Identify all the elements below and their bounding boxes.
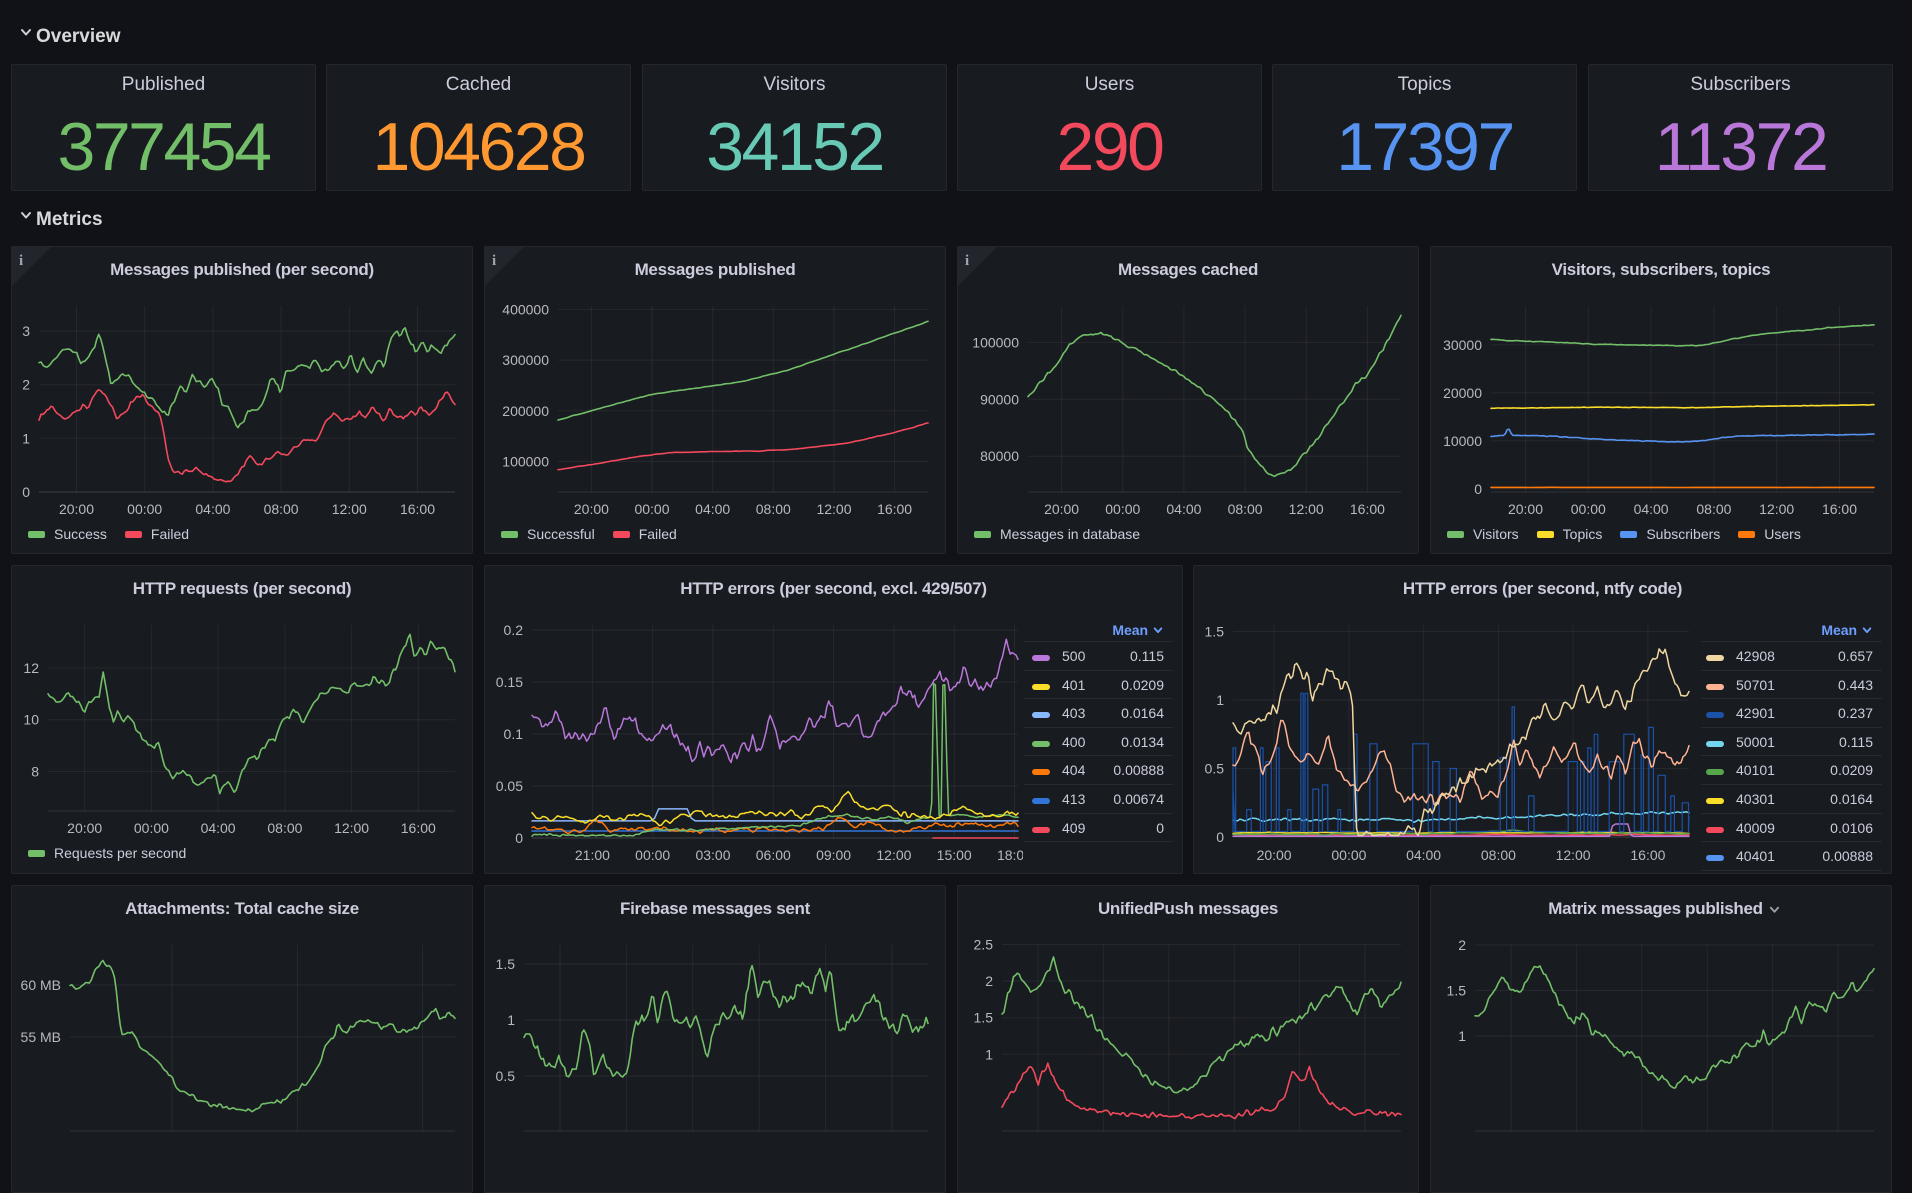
svg-text:20000: 20000: [1443, 385, 1482, 401]
svg-text:00:00: 00:00: [127, 501, 162, 517]
svg-text:0.5: 0.5: [496, 1068, 516, 1084]
svg-text:300000: 300000: [502, 352, 549, 368]
svg-text:1: 1: [1458, 1028, 1466, 1044]
svg-text:0.15: 0.15: [496, 674, 523, 690]
svg-text:04:00: 04:00: [695, 501, 730, 517]
svg-text:1.5: 1.5: [496, 956, 516, 972]
svg-text:100000: 100000: [972, 334, 1019, 350]
svg-text:09:00: 09:00: [816, 847, 851, 863]
svg-text:08:00: 08:00: [1481, 847, 1516, 863]
svg-text:1.5: 1.5: [1447, 983, 1467, 999]
svg-text:08:00: 08:00: [267, 820, 302, 836]
svg-text:0: 0: [1216, 829, 1224, 845]
svg-text:400000: 400000: [502, 301, 549, 317]
svg-text:04:00: 04:00: [195, 501, 230, 517]
svg-text:1: 1: [1216, 692, 1224, 708]
svg-text:20:00: 20:00: [1044, 501, 1079, 517]
svg-text:1: 1: [985, 1046, 993, 1062]
svg-text:10000: 10000: [1443, 433, 1482, 449]
svg-text:20:00: 20:00: [1257, 847, 1292, 863]
svg-text:12:00: 12:00: [334, 820, 369, 836]
svg-text:30000: 30000: [1443, 337, 1482, 353]
svg-text:2: 2: [985, 973, 993, 989]
svg-text:2: 2: [1458, 937, 1466, 953]
svg-text:0.2: 0.2: [504, 622, 524, 638]
svg-text:06:00: 06:00: [756, 847, 791, 863]
svg-text:0.05: 0.05: [496, 778, 523, 794]
svg-text:20:00: 20:00: [59, 501, 94, 517]
svg-text:80000: 80000: [980, 448, 1019, 464]
svg-text:12:00: 12:00: [1289, 501, 1324, 517]
svg-text:12:00: 12:00: [1556, 847, 1591, 863]
svg-text:04:00: 04:00: [1406, 847, 1441, 863]
svg-text:16:00: 16:00: [1350, 501, 1385, 517]
svg-text:08:00: 08:00: [756, 501, 791, 517]
svg-text:00:00: 00:00: [635, 847, 670, 863]
svg-text:12:00: 12:00: [816, 501, 851, 517]
svg-text:0: 0: [1474, 481, 1482, 497]
svg-text:04:00: 04:00: [1634, 501, 1669, 517]
svg-text:12:00: 12:00: [332, 501, 367, 517]
svg-text:16:00: 16:00: [401, 820, 436, 836]
svg-text:3: 3: [22, 323, 30, 339]
svg-text:1.5: 1.5: [974, 1010, 994, 1026]
svg-text:03:00: 03:00: [695, 847, 730, 863]
svg-text:20:00: 20:00: [1508, 501, 1543, 517]
svg-text:0: 0: [515, 830, 523, 846]
svg-text:08:00: 08:00: [264, 501, 299, 517]
svg-text:20:00: 20:00: [67, 820, 102, 836]
svg-text:00:00: 00:00: [1571, 501, 1606, 517]
svg-text:1: 1: [22, 430, 30, 446]
svg-text:0: 0: [22, 484, 30, 500]
svg-text:16:00: 16:00: [877, 501, 912, 517]
svg-text:20:00: 20:00: [574, 501, 609, 517]
svg-text:12:00: 12:00: [876, 847, 911, 863]
svg-text:04:00: 04:00: [1166, 501, 1201, 517]
svg-text:0.5: 0.5: [1205, 761, 1225, 777]
svg-text:60 MB: 60 MB: [21, 977, 61, 993]
svg-text:08:00: 08:00: [1696, 501, 1731, 517]
svg-text:1.5: 1.5: [1205, 624, 1225, 640]
svg-text:200000: 200000: [502, 403, 549, 419]
svg-text:12: 12: [23, 660, 39, 676]
svg-text:08:00: 08:00: [1228, 501, 1263, 517]
svg-text:55 MB: 55 MB: [21, 1029, 61, 1045]
svg-text:18:00: 18:00: [997, 847, 1023, 863]
svg-text:16:00: 16:00: [1822, 501, 1857, 517]
svg-text:100000: 100000: [502, 454, 549, 470]
svg-text:16:00: 16:00: [400, 501, 435, 517]
svg-text:8: 8: [31, 764, 39, 780]
svg-text:21:00: 21:00: [575, 847, 610, 863]
svg-text:00:00: 00:00: [634, 501, 669, 517]
svg-text:15:00: 15:00: [937, 847, 972, 863]
svg-text:00:00: 00:00: [1105, 501, 1140, 517]
svg-text:0.1: 0.1: [504, 726, 524, 742]
svg-text:1: 1: [507, 1012, 515, 1028]
svg-text:10: 10: [23, 712, 39, 728]
svg-text:90000: 90000: [980, 391, 1019, 407]
svg-text:04:00: 04:00: [201, 820, 236, 836]
svg-text:16:00: 16:00: [1630, 847, 1665, 863]
svg-text:2.5: 2.5: [974, 937, 994, 953]
svg-text:12:00: 12:00: [1759, 501, 1794, 517]
svg-text:00:00: 00:00: [134, 820, 169, 836]
svg-text:2: 2: [22, 377, 30, 393]
svg-text:00:00: 00:00: [1331, 847, 1366, 863]
